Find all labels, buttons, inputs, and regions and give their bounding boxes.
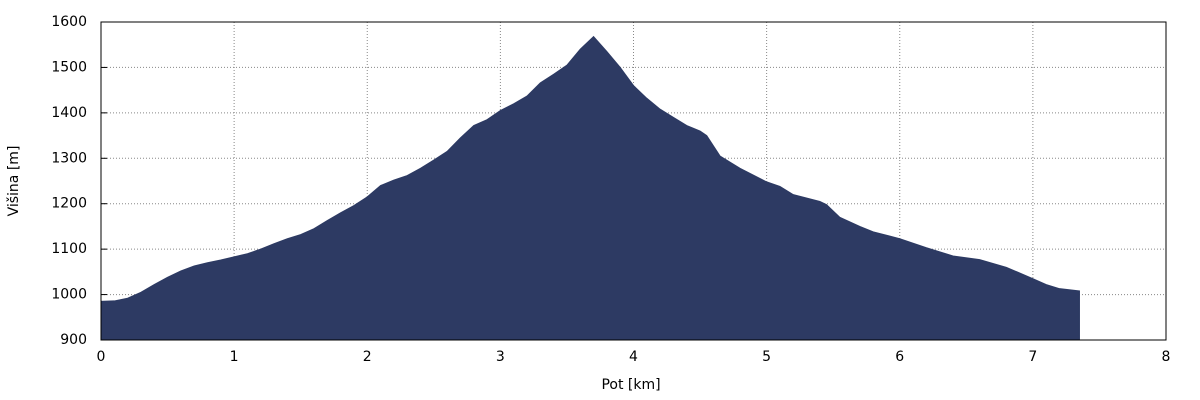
x-tick-label: 5 xyxy=(762,349,771,365)
x-tick-label: 8 xyxy=(1162,349,1171,365)
elevation-area xyxy=(100,35,1080,341)
x-tick-label: 7 xyxy=(1028,349,1037,365)
y-tick-label: 1400 xyxy=(51,105,87,121)
x-tick-label: 3 xyxy=(496,349,505,365)
y-tick-label: 1300 xyxy=(51,150,87,166)
x-tick-label: 0 xyxy=(97,349,106,365)
x-tick-label: 6 xyxy=(895,349,904,365)
x-tick-label: 1 xyxy=(230,349,239,365)
y-tick-label: 1200 xyxy=(51,196,87,212)
y-tick-label: 1000 xyxy=(51,287,87,303)
y-tick-label: 900 xyxy=(60,332,87,348)
y-axis-label: Višina [m] xyxy=(6,146,22,217)
x-tick-label: 2 xyxy=(363,349,372,365)
y-tick-label: 1600 xyxy=(51,14,87,30)
y-tick-label: 1500 xyxy=(51,59,87,75)
plot-frame xyxy=(100,21,1167,341)
y-tick-label: 1100 xyxy=(51,241,87,257)
x-tick-label: 4 xyxy=(629,349,638,365)
x-axis-label: Pot [km] xyxy=(601,377,660,393)
